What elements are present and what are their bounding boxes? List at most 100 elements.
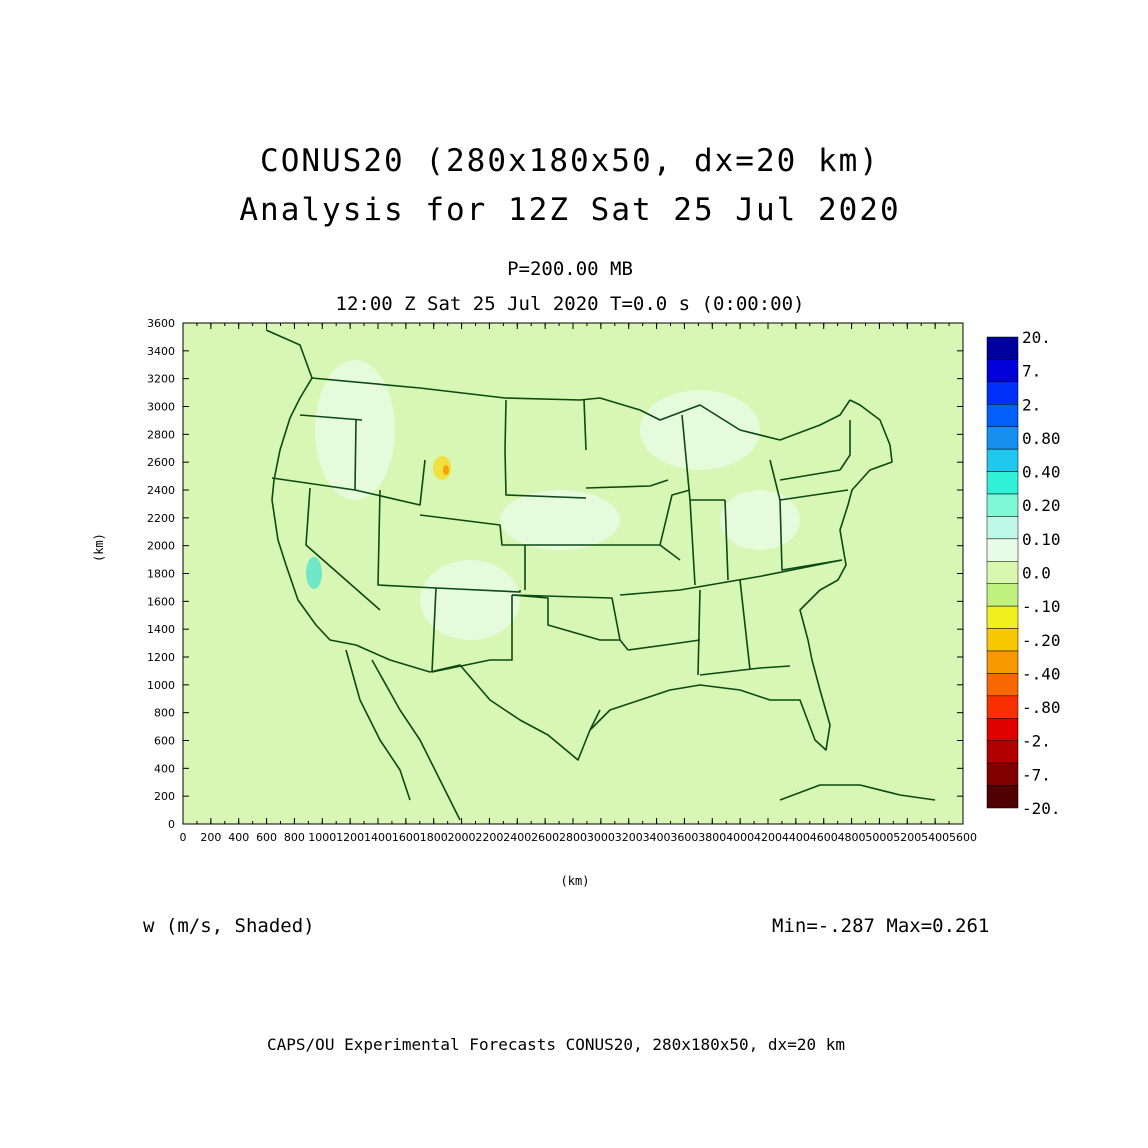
pressure-level-label: P=200.00 MB — [507, 258, 633, 280]
y-tick-label: 3400 — [147, 345, 175, 358]
state-line — [271, 414, 426, 611]
colorbar-swatch — [986, 718, 1019, 741]
x-tick-label: 2600 — [531, 831, 559, 844]
colorbar-swatch — [986, 493, 1019, 517]
x-axis-label: (km) — [560, 874, 590, 888]
state-line — [689, 499, 843, 676]
colorbar-swatch — [986, 762, 1019, 786]
y-tick-label: 3600 — [147, 317, 175, 330]
us-coastline-west — [265, 329, 357, 646]
x-tick-label: 400 — [228, 831, 249, 844]
state-line — [377, 399, 587, 673]
colorbar-label: 7. — [1022, 362, 1041, 381]
x-tick-label: 1000 — [308, 831, 336, 844]
y-tick-label: 2400 — [147, 484, 175, 497]
y-tick-label: 800 — [154, 707, 175, 720]
x-tick-label: 5200 — [893, 831, 921, 844]
x-tick-label: 1200 — [336, 831, 364, 844]
x-tick-label: 4000 — [726, 831, 754, 844]
colorbar-label: -7. — [1022, 765, 1051, 784]
colorbar-swatch — [986, 336, 1019, 360]
x-tick-label: 3200 — [615, 831, 643, 844]
y-tick-label: 1400 — [147, 623, 175, 636]
field-blob — [315, 360, 395, 500]
y-tick-label: 2600 — [147, 456, 175, 469]
footer-credit: CAPS/OU Experimental Forecasts CONUS20, … — [267, 1035, 845, 1054]
mexico-west-coast — [371, 659, 461, 821]
colorbar-label: -2. — [1022, 732, 1051, 751]
colorbar-label: 0.20 — [1022, 496, 1061, 515]
y-axis-label: (km) — [92, 533, 106, 562]
x-tick-label: 800 — [284, 831, 305, 844]
x-tick-label: 2000 — [448, 831, 476, 844]
colorbar-swatch — [986, 448, 1019, 472]
state-boundaries — [265, 329, 936, 821]
y-tick-label: 400 — [154, 762, 175, 775]
colorbar-label: -.80 — [1022, 698, 1061, 717]
valid-time-label: 12:00 Z Sat 25 Jul 2020 T=0.0 s (0:00:00… — [335, 293, 805, 315]
colorbar-label: 0.40 — [1022, 463, 1061, 482]
x-tick-label: 2200 — [475, 831, 503, 844]
y-tick-label: 3000 — [147, 401, 175, 414]
y-tick-label: 600 — [154, 735, 175, 748]
field-blob-negative-core — [443, 465, 449, 475]
field-blob — [500, 490, 620, 550]
y-tick-label: 3200 — [147, 373, 175, 386]
colorbar-swatch — [986, 516, 1019, 540]
w-field-shading — [183, 323, 963, 824]
colorbar-swatch — [986, 740, 1019, 764]
x-tick-label: 200 — [200, 831, 221, 844]
x-tick-label: 4600 — [810, 831, 838, 844]
x-tick-label: 4400 — [782, 831, 810, 844]
colorbar-label: -.10 — [1022, 597, 1061, 616]
field-blob — [640, 390, 760, 470]
x-tick-label: 4800 — [838, 831, 866, 844]
colorbar-swatch — [986, 673, 1019, 697]
colorbar-swatch — [986, 583, 1019, 607]
gulf-coast — [589, 639, 831, 751]
field-label: w (m/s, Shaded) — [143, 915, 315, 937]
colorbar-swatch — [986, 471, 1019, 495]
colorbar-swatch — [986, 695, 1019, 719]
x-tick-label: 0 — [180, 831, 187, 844]
y-tick-label: 2200 — [147, 512, 175, 525]
x-tick-label: 3400 — [643, 831, 671, 844]
x-tick-label: 5600 — [949, 831, 977, 844]
colorbar-label: 0.10 — [1022, 530, 1061, 549]
x-tick-label: 1800 — [420, 831, 448, 844]
min-max-label: Min=-.287 Max=0.261 — [772, 915, 990, 937]
field-blob-positive — [306, 557, 322, 589]
y-tick-label: 0 — [168, 818, 175, 831]
colorbar-swatch — [986, 359, 1019, 383]
colorbar-swatch — [986, 628, 1019, 652]
axis-frame: 0 200 400 600 800 1000 1200 1400 1600 1800 2000 220… — [147, 317, 977, 844]
mexico-border — [355, 644, 601, 761]
y-tick-label: 1000 — [147, 679, 175, 692]
x-tick-label: 2400 — [503, 831, 531, 844]
colorbar-label: 20. — [1022, 328, 1051, 347]
colorbar-label: 0.80 — [1022, 429, 1061, 448]
colorbar-label: 2. — [1022, 395, 1041, 414]
x-tick-label: 5400 — [921, 831, 949, 844]
colorbar-label: -.20 — [1022, 631, 1061, 650]
colorbar-swatch — [986, 426, 1019, 450]
field-blob — [420, 560, 520, 640]
state-line — [585, 479, 843, 651]
x-tick-label: 4200 — [754, 831, 782, 844]
y-tick-label: 2000 — [147, 540, 175, 553]
x-tick-label: 2800 — [559, 831, 587, 844]
colorbar-swatch — [986, 538, 1019, 562]
colorbar-swatch — [986, 404, 1019, 427]
x-tick-label: 1600 — [392, 831, 420, 844]
state-line — [681, 414, 851, 501]
x-tick-label: 3800 — [698, 831, 726, 844]
colorbar-label: -.40 — [1022, 664, 1061, 683]
y-tick-label: 1800 — [147, 568, 175, 581]
y-tick-label: 1600 — [147, 595, 175, 608]
y-tick-label: 1200 — [147, 651, 175, 664]
colorbar-label: 0.0 — [1022, 564, 1051, 583]
x-tick-label: 5000 — [865, 831, 893, 844]
colorbar-swatch — [986, 785, 1019, 809]
x-tick-label: 3000 — [587, 831, 615, 844]
state-line — [431, 544, 629, 673]
